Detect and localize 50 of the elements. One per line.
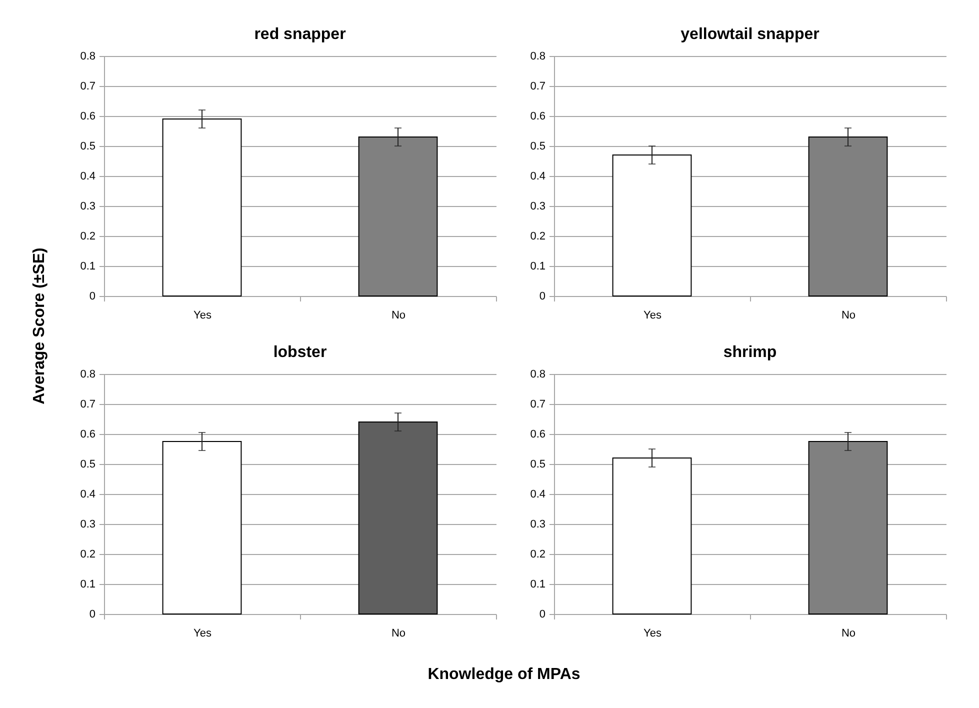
y-tick-label: 0 bbox=[539, 608, 546, 620]
y-tick-label: 0.4 bbox=[530, 170, 546, 182]
y-tick-label: 0.1 bbox=[80, 260, 96, 272]
chart-title: lobster bbox=[273, 344, 327, 361]
y-tick-label: 0.6 bbox=[80, 110, 96, 122]
x-tick-label: No bbox=[841, 628, 856, 640]
y-axis-title: Average Score (±SE) bbox=[31, 248, 48, 404]
x-tick-label: Yes bbox=[194, 310, 212, 322]
y-tick-label: 0.7 bbox=[530, 80, 546, 92]
y-tick-label: 0 bbox=[89, 290, 96, 302]
y-tick-label: 0.3 bbox=[530, 518, 546, 530]
y-tick-label: 0.3 bbox=[80, 518, 96, 530]
y-tick-label: 0.3 bbox=[80, 200, 96, 212]
y-tick-label: 0.2 bbox=[530, 548, 546, 560]
y-tick-label: 0.7 bbox=[80, 398, 96, 410]
y-tick-label: 0.8 bbox=[530, 368, 546, 380]
y-tick-label: 0 bbox=[539, 290, 546, 302]
y-tick-label: 0.8 bbox=[530, 50, 546, 62]
y-tick-label: 0.3 bbox=[530, 200, 546, 212]
y-tick-label: 0.2 bbox=[80, 548, 96, 560]
x-tick-label: Yes bbox=[644, 628, 662, 640]
chart-title: shrimp bbox=[723, 344, 777, 361]
y-tick-label: 0.8 bbox=[80, 368, 96, 380]
y-tick-label: 0.6 bbox=[530, 110, 546, 122]
y-tick-label: 0.1 bbox=[80, 578, 96, 590]
chart-title: red snapper bbox=[254, 26, 346, 43]
y-tick-label: 0.4 bbox=[530, 488, 546, 500]
y-tick-label: 0.6 bbox=[530, 428, 546, 440]
y-tick-label: 0.4 bbox=[80, 170, 96, 182]
y-tick-label: 0.8 bbox=[80, 50, 96, 62]
y-tick-label: 0.4 bbox=[80, 488, 96, 500]
x-tick-label: Yes bbox=[644, 310, 662, 322]
y-tick-label: 0 bbox=[89, 608, 96, 620]
y-tick-label: 0.1 bbox=[530, 578, 546, 590]
y-tick-label: 0.2 bbox=[80, 230, 96, 242]
x-tick-label: Yes bbox=[194, 628, 212, 640]
x-tick-label: No bbox=[841, 310, 856, 322]
y-tick-label: 0.2 bbox=[530, 230, 546, 242]
y-tick-label: 0.1 bbox=[530, 260, 546, 272]
y-tick-label: 0.5 bbox=[530, 458, 546, 470]
y-tick-label: 0.7 bbox=[530, 398, 546, 410]
y-tick-label: 0.5 bbox=[80, 140, 96, 152]
chart-title: yellowtail snapper bbox=[680, 26, 820, 43]
y-tick-label: 0.6 bbox=[80, 428, 96, 440]
x-tick-label: No bbox=[391, 310, 406, 322]
y-tick-label: 0.7 bbox=[80, 80, 96, 92]
y-tick-label: 0.5 bbox=[530, 140, 546, 152]
y-tick-label: 0.5 bbox=[80, 458, 96, 470]
x-tick-label: No bbox=[391, 628, 406, 640]
x-axis-title: Knowledge of MPAs bbox=[428, 666, 580, 683]
